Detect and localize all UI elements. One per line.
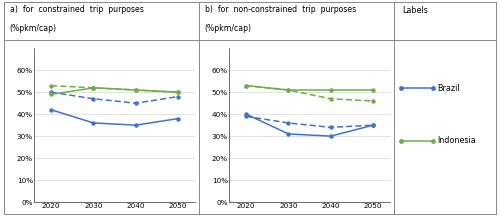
Text: Indonesia: Indonesia: [437, 136, 476, 145]
Text: (%pkm/cap): (%pkm/cap): [10, 24, 57, 33]
Text: Labels: Labels: [402, 6, 428, 15]
Text: a)  for  constrained  trip  purposes: a) for constrained trip purposes: [10, 5, 143, 14]
Text: (%pkm/cap): (%pkm/cap): [205, 24, 252, 33]
Text: b)  for  non-constrained  trip  purposes: b) for non-constrained trip purposes: [205, 5, 356, 14]
Text: Brazil: Brazil: [437, 84, 460, 93]
